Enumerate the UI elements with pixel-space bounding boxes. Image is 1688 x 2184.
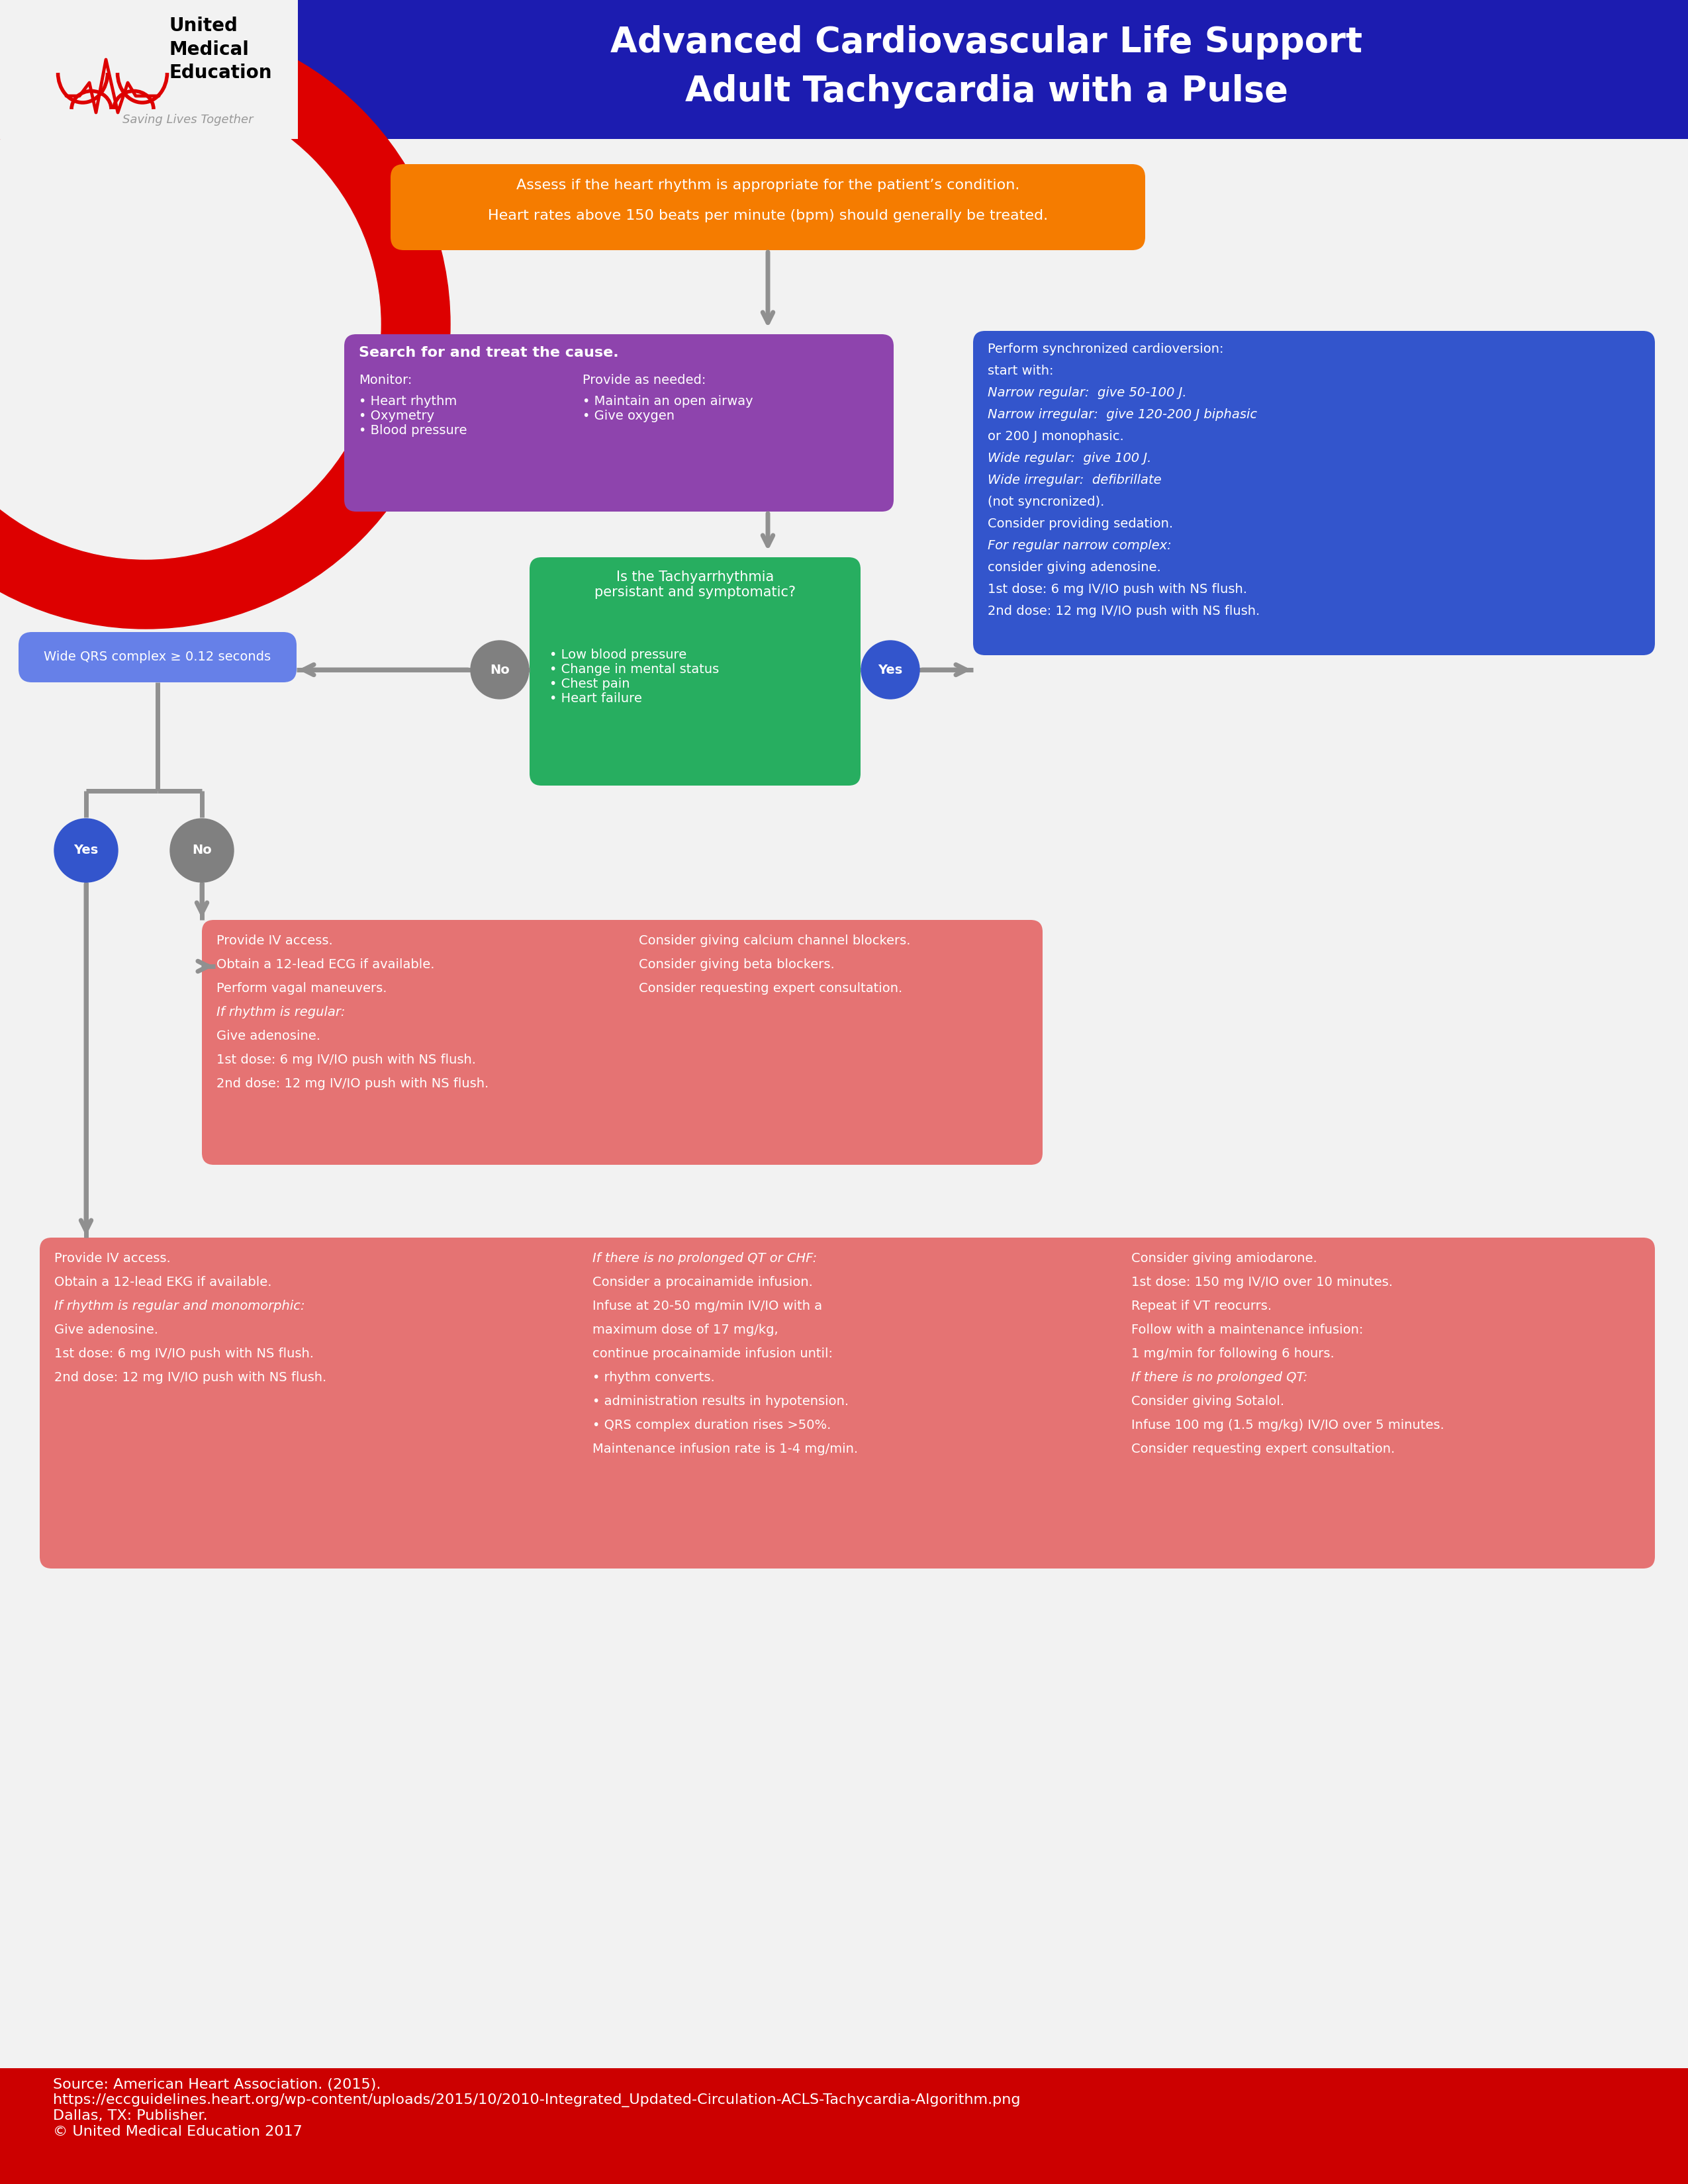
Text: Provide as needed:: Provide as needed: (582, 373, 706, 387)
Text: Wide irregular:  defibrillate: Wide irregular: defibrillate (987, 474, 1161, 487)
Text: Provide IV access.: Provide IV access. (54, 1251, 170, 1265)
FancyBboxPatch shape (0, 2068, 1688, 2184)
Text: Consider providing sedation.: Consider providing sedation. (987, 518, 1173, 531)
Text: If rhythm is regular:: If rhythm is regular: (216, 1007, 346, 1018)
Text: • administration results in hypotension.: • administration results in hypotension. (592, 1396, 849, 1409)
FancyBboxPatch shape (203, 919, 1043, 1164)
Text: • QRS complex duration rises >50%.: • QRS complex duration rises >50%. (592, 1420, 830, 1431)
Text: Consider requesting expert consultation.: Consider requesting expert consultation. (1131, 1444, 1394, 1455)
Text: 2nd dose: 12 mg IV/IO push with NS flush.: 2nd dose: 12 mg IV/IO push with NS flush… (54, 1372, 326, 1385)
FancyBboxPatch shape (41, 1238, 1654, 1568)
Text: No: No (192, 845, 211, 856)
Text: Yes: Yes (74, 845, 98, 856)
FancyBboxPatch shape (0, 0, 297, 140)
Text: 1st dose: 150 mg IV/IO over 10 minutes.: 1st dose: 150 mg IV/IO over 10 minutes. (1131, 1275, 1393, 1289)
Text: Search for and treat the cause.: Search for and treat the cause. (360, 345, 619, 360)
Text: Give adenosine.: Give adenosine. (54, 1324, 159, 1337)
Text: start with:: start with: (987, 365, 1053, 378)
Circle shape (54, 819, 118, 882)
Text: Infuse 100 mg (1.5 mg/kg) IV/IO over 5 minutes.: Infuse 100 mg (1.5 mg/kg) IV/IO over 5 m… (1131, 1420, 1443, 1431)
Circle shape (0, 20, 451, 629)
FancyBboxPatch shape (344, 334, 893, 511)
Text: Give adenosine.: Give adenosine. (216, 1031, 321, 1042)
Text: Yes: Yes (878, 664, 903, 677)
Text: 1st dose: 6 mg IV/IO push with NS flush.: 1st dose: 6 mg IV/IO push with NS flush. (987, 583, 1247, 596)
Text: Obtain a 12-lead ECG if available.: Obtain a 12-lead ECG if available. (216, 959, 434, 972)
FancyBboxPatch shape (0, 0, 1688, 140)
Text: Provide IV access.: Provide IV access. (216, 935, 333, 948)
Text: Is the Tachyarrhythmia
persistant and symptomatic?: Is the Tachyarrhythmia persistant and sy… (594, 570, 795, 598)
Text: Monitor:: Monitor: (360, 373, 412, 387)
FancyBboxPatch shape (530, 557, 861, 786)
Text: 1 mg/min for following 6 hours.: 1 mg/min for following 6 hours. (1131, 1348, 1334, 1361)
Text: Consider a procainamide infusion.: Consider a procainamide infusion. (592, 1275, 814, 1289)
Text: • Heart rhythm
• Oxymetry
• Blood pressure: • Heart rhythm • Oxymetry • Blood pressu… (360, 395, 468, 437)
Text: maximum dose of 17 mg/kg,: maximum dose of 17 mg/kg, (592, 1324, 778, 1337)
Text: Maintenance infusion rate is 1-4 mg/min.: Maintenance infusion rate is 1-4 mg/min. (592, 1444, 858, 1455)
Text: Infuse at 20-50 mg/min IV/IO with a: Infuse at 20-50 mg/min IV/IO with a (592, 1299, 822, 1313)
Text: Source: American Heart Association. (2015).
https://eccguidelines.heart.org/wp-c: Source: American Heart Association. (201… (52, 2079, 1021, 2138)
Circle shape (861, 640, 920, 699)
Text: Saving Lives Together: Saving Lives Together (123, 114, 253, 127)
Text: Obtain a 12-lead EKG if available.: Obtain a 12-lead EKG if available. (54, 1275, 272, 1289)
Text: 2nd dose: 12 mg IV/IO push with NS flush.: 2nd dose: 12 mg IV/IO push with NS flush… (987, 605, 1259, 618)
Text: If rhythm is regular and monomorphic:: If rhythm is regular and monomorphic: (54, 1299, 306, 1313)
Text: continue procainamide infusion until:: continue procainamide infusion until: (592, 1348, 832, 1361)
Text: • Maintain an open airway
• Give oxygen: • Maintain an open airway • Give oxygen (582, 395, 753, 422)
Text: Consider requesting expert consultation.: Consider requesting expert consultation. (638, 983, 903, 994)
Text: No: No (490, 664, 510, 677)
Circle shape (170, 819, 233, 882)
Text: If there is no prolonged QT or CHF:: If there is no prolonged QT or CHF: (592, 1251, 817, 1265)
Text: 1st dose: 6 mg IV/IO push with NS flush.: 1st dose: 6 mg IV/IO push with NS flush. (54, 1348, 314, 1361)
Text: Adult Tachycardia with a Pulse: Adult Tachycardia with a Pulse (685, 74, 1288, 109)
FancyBboxPatch shape (19, 631, 297, 681)
Text: Wide QRS complex ≥ 0.12 seconds: Wide QRS complex ≥ 0.12 seconds (44, 651, 272, 664)
Text: Assess if the heart rhythm is appropriate for the patient’s condition.: Assess if the heart rhythm is appropriat… (517, 179, 1020, 192)
Text: Consider giving amiodarone.: Consider giving amiodarone. (1131, 1251, 1317, 1265)
Text: (not syncronized).: (not syncronized). (987, 496, 1104, 509)
Text: 2nd dose: 12 mg IV/IO push with NS flush.: 2nd dose: 12 mg IV/IO push with NS flush… (216, 1077, 490, 1090)
FancyBboxPatch shape (972, 332, 1654, 655)
Text: • Low blood pressure
• Change in mental status
• Chest pain
• Heart failure: • Low blood pressure • Change in mental … (549, 649, 719, 705)
Text: For regular narrow complex:: For regular narrow complex: (987, 539, 1171, 553)
Text: Narrow irregular:  give 120-200 J biphasic: Narrow irregular: give 120-200 J biphasi… (987, 408, 1258, 422)
Circle shape (0, 90, 380, 559)
Text: Follow with a maintenance infusion:: Follow with a maintenance infusion: (1131, 1324, 1362, 1337)
Circle shape (471, 640, 528, 699)
Text: Consider giving Sotalol.: Consider giving Sotalol. (1131, 1396, 1285, 1409)
Text: Consider giving beta blockers.: Consider giving beta blockers. (638, 959, 834, 972)
Text: Perform vagal maneuvers.: Perform vagal maneuvers. (216, 983, 387, 994)
Text: If there is no prolonged QT:: If there is no prolonged QT: (1131, 1372, 1308, 1385)
Text: United
Medical
Education: United Medical Education (169, 17, 272, 83)
Text: Consider giving calcium channel blockers.: Consider giving calcium channel blockers… (638, 935, 910, 948)
Text: Heart rates above 150 beats per minute (bpm) should generally be treated.: Heart rates above 150 beats per minute (… (488, 210, 1048, 223)
Text: or 200 J monophasic.: or 200 J monophasic. (987, 430, 1124, 443)
FancyBboxPatch shape (390, 164, 1144, 251)
Text: Narrow regular:  give 50-100 J.: Narrow regular: give 50-100 J. (987, 387, 1187, 400)
Text: Perform synchronized cardioversion:: Perform synchronized cardioversion: (987, 343, 1224, 356)
Text: Advanced Cardiovascular Life Support: Advanced Cardiovascular Life Support (611, 26, 1362, 59)
Text: 1st dose: 6 mg IV/IO push with NS flush.: 1st dose: 6 mg IV/IO push with NS flush. (216, 1053, 476, 1066)
Text: consider giving adenosine.: consider giving adenosine. (987, 561, 1161, 574)
Text: • rhythm converts.: • rhythm converts. (592, 1372, 716, 1385)
Text: Repeat if VT reocurrs.: Repeat if VT reocurrs. (1131, 1299, 1271, 1313)
Text: Wide regular:  give 100 J.: Wide regular: give 100 J. (987, 452, 1151, 465)
